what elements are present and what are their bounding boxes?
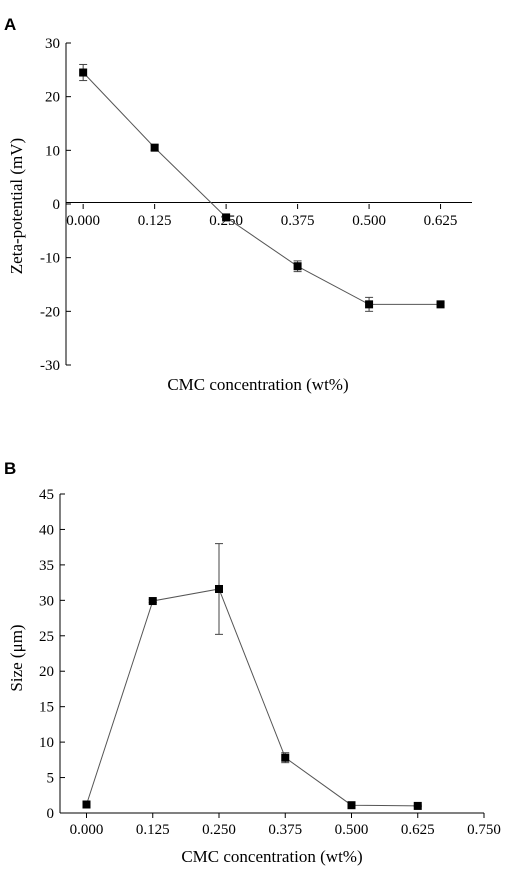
data-point bbox=[293, 260, 302, 273]
x-axis-title-b: CMC concentration (wt%) bbox=[181, 847, 362, 866]
y-tick-label: -10 bbox=[40, 251, 60, 267]
data-points-a bbox=[79, 63, 445, 312]
x-tick-label: 0.375 bbox=[268, 822, 302, 838]
data-point bbox=[222, 213, 231, 222]
y-tick-label: 30 bbox=[45, 36, 60, 52]
square-marker bbox=[293, 262, 302, 271]
square-marker bbox=[148, 597, 157, 606]
square-marker bbox=[222, 213, 231, 222]
data-point bbox=[150, 143, 159, 152]
y-ticks-b: 0 5 10 15 20 25 30 35 40 45 bbox=[39, 487, 65, 822]
x-tick-label: 0.750 bbox=[467, 822, 501, 838]
panel-letter-b: B bbox=[4, 459, 16, 478]
series-line-b bbox=[86, 588, 418, 807]
x-tick-label: 0.250 bbox=[202, 822, 236, 838]
square-marker bbox=[413, 801, 422, 810]
data-point bbox=[82, 800, 91, 809]
panel-b: B 0 5 10 15 20 25 30 35 40 45 0.000 0.125 0.250 0.37… bbox=[4, 459, 501, 866]
y-tick-label: 15 bbox=[39, 700, 54, 716]
y-tick-label: 0 bbox=[47, 806, 55, 822]
square-marker bbox=[215, 584, 223, 593]
y-ticks-a: -30 -20 -10 0 10 20 30 bbox=[40, 36, 71, 374]
x-ticks-b: 0.000 0.125 0.250 0.375 0.500 0.625 0.750 bbox=[70, 813, 501, 838]
square-marker bbox=[82, 800, 91, 809]
x-tick-label: 0.125 bbox=[138, 213, 172, 229]
data-point bbox=[79, 63, 88, 82]
y-tick-label: 25 bbox=[39, 629, 54, 645]
data-point bbox=[436, 300, 445, 309]
x-tick-label: 0.500 bbox=[335, 822, 369, 838]
y-axis-title-a: Zeta-potential (mV) bbox=[7, 138, 26, 274]
x-tick-label: 0.500 bbox=[352, 213, 386, 229]
y-axis-title-b: Size (μm) bbox=[7, 624, 26, 691]
y-tick-label: -30 bbox=[40, 358, 60, 374]
x-tick-label: 0.125 bbox=[136, 822, 170, 838]
data-point bbox=[148, 597, 157, 606]
y-tick-label: 45 bbox=[39, 487, 54, 503]
data-point bbox=[365, 296, 374, 312]
y-tick-label: 5 bbox=[47, 771, 55, 787]
data-point bbox=[413, 801, 422, 810]
square-marker bbox=[281, 753, 290, 762]
x-tick-label: 0.625 bbox=[424, 213, 458, 229]
data-points-b bbox=[82, 543, 422, 810]
panel-letter-a: A bbox=[4, 15, 16, 34]
x-tick-label: 0.375 bbox=[281, 213, 315, 229]
square-marker bbox=[150, 143, 159, 152]
y-tick-label: 30 bbox=[39, 593, 54, 609]
y-tick-label: 10 bbox=[45, 143, 60, 159]
y-tick-label: 20 bbox=[45, 90, 60, 106]
data-point bbox=[215, 543, 223, 635]
x-tick-label: 0.000 bbox=[70, 822, 104, 838]
y-tick-label: 40 bbox=[39, 522, 54, 538]
square-marker bbox=[79, 68, 88, 77]
series-line-a bbox=[82, 72, 441, 305]
y-tick-label: 35 bbox=[39, 558, 54, 574]
square-marker bbox=[365, 300, 374, 309]
y-tick-label: 10 bbox=[39, 735, 54, 751]
y-tick-label: -20 bbox=[40, 304, 60, 320]
x-tick-label: 0.000 bbox=[66, 213, 100, 229]
y-tick-label: 20 bbox=[39, 664, 54, 680]
y-tick-label: 0 bbox=[53, 197, 61, 213]
square-marker bbox=[436, 300, 445, 309]
data-point bbox=[347, 801, 356, 810]
data-point bbox=[281, 752, 290, 764]
square-marker bbox=[347, 801, 356, 810]
x-tick-label: 0.625 bbox=[401, 822, 435, 838]
x-axis-title-a: CMC concentration (wt%) bbox=[167, 375, 348, 394]
